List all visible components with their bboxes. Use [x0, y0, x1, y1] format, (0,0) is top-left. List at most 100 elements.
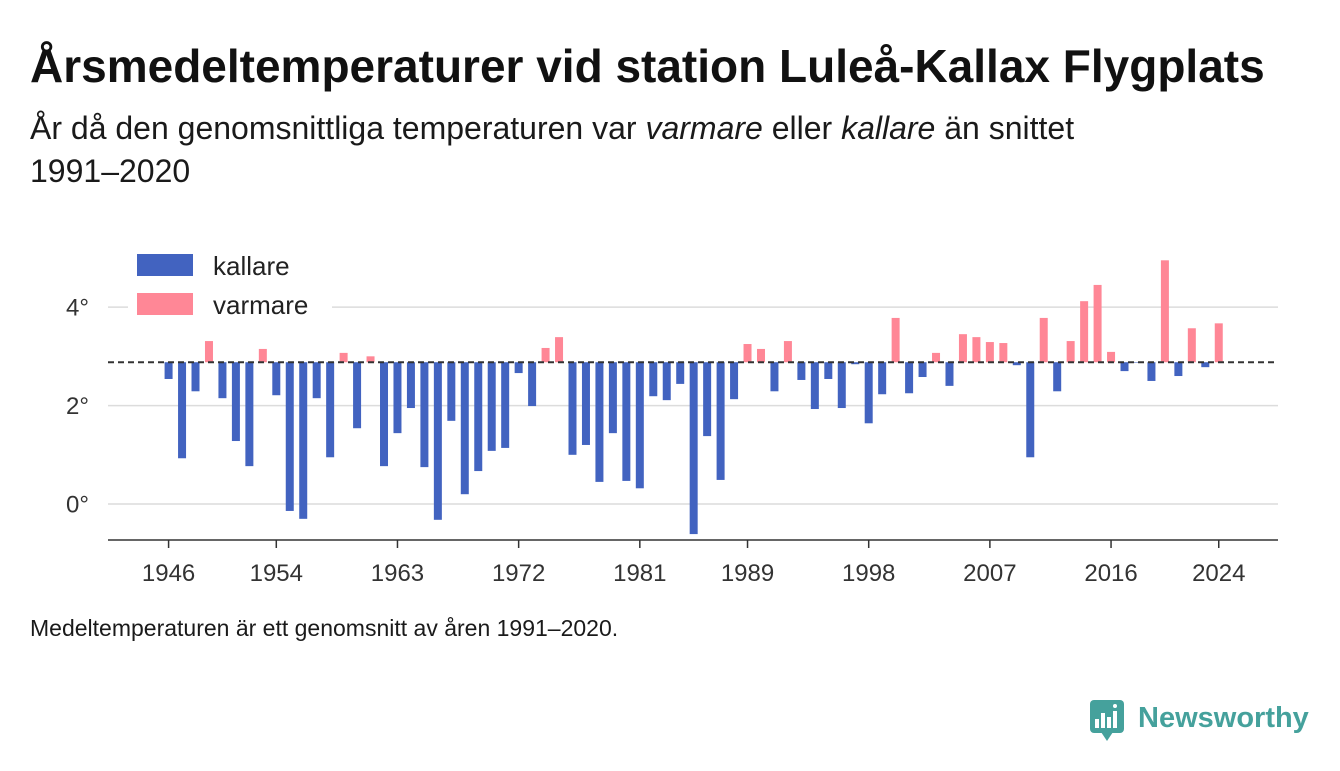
bar-1999	[878, 362, 887, 395]
bar-1956	[299, 362, 308, 519]
bar-2024	[1214, 323, 1223, 363]
bar-2015	[1093, 284, 1102, 363]
subtitle-text: eller	[762, 110, 842, 146]
newsworthy-logo: Newsworthy	[1090, 700, 1309, 741]
x-tick-label: 1989	[721, 560, 774, 587]
bar-2022	[1187, 328, 1196, 363]
bar-1988	[730, 362, 739, 400]
subtitle-text: än snittet	[935, 110, 1075, 146]
bar-1961	[366, 356, 375, 363]
bar-2005	[958, 334, 967, 363]
logo-icon-bar	[1101, 713, 1105, 728]
bar-1998	[864, 362, 873, 424]
bar-1975	[555, 337, 564, 363]
bar-1992	[783, 341, 792, 363]
bar-2006	[972, 337, 981, 363]
bar-1955	[285, 362, 294, 511]
bar-1977	[581, 362, 590, 445]
bar-1986	[703, 362, 712, 437]
bar-2014	[1080, 301, 1089, 363]
logo-icon-bar	[1113, 711, 1117, 728]
bar-1994	[810, 362, 819, 410]
legend-swatch-varmare	[137, 293, 193, 315]
bar-1965	[420, 362, 429, 468]
bar-2011	[1039, 317, 1048, 363]
bar-2001	[905, 362, 914, 394]
bar-1991	[770, 362, 779, 392]
bar-2000	[891, 317, 900, 363]
bar-1952	[245, 362, 254, 467]
x-tick-label: 1954	[250, 560, 303, 587]
bar-1987	[716, 362, 725, 480]
logo-icon-tail	[1101, 732, 1113, 741]
logo-icon-dot	[1113, 704, 1117, 708]
bar-1979	[608, 362, 617, 434]
bar-2004	[945, 362, 954, 386]
legend-label-varmare: varmare	[213, 290, 308, 320]
bar-2019	[1147, 362, 1156, 381]
legend-item-varmare: varmare	[137, 290, 308, 320]
x-tick-label: 1972	[492, 560, 545, 587]
bar-2007	[985, 342, 994, 363]
bar-1963	[393, 362, 402, 434]
legend-item-kallare: kallare	[137, 251, 290, 281]
bar-1981	[635, 362, 644, 489]
legend: kallare varmare	[128, 246, 332, 322]
bar-1969	[474, 362, 483, 472]
bar-1953	[258, 348, 267, 363]
bar-1989	[743, 344, 752, 363]
bar-1957	[312, 362, 321, 399]
bar-1973	[528, 362, 537, 407]
bar-1964	[406, 362, 415, 409]
bar-2020	[1160, 260, 1169, 363]
logo-wordmark: Newsworthy	[1138, 702, 1309, 734]
x-tick-label: 1998	[842, 560, 895, 587]
bar-2012	[1053, 362, 1062, 392]
bar-1984	[676, 362, 685, 384]
logo-icon-body	[1090, 700, 1124, 733]
bar-2023	[1201, 362, 1210, 368]
bar-1976	[568, 362, 577, 455]
bar-1974	[541, 347, 550, 363]
subtitle-warmer-word: varmare	[645, 110, 763, 146]
legend-label-kallare: kallare	[213, 251, 290, 281]
bar-2009	[1012, 362, 1021, 366]
bar-1960	[353, 362, 362, 429]
y-tick-label: 2°	[66, 393, 89, 420]
bar-1966	[433, 362, 442, 520]
bar-1982	[649, 362, 658, 397]
bar-1959	[339, 352, 348, 363]
x-tick-label: 1946	[142, 560, 195, 587]
bar-2002	[918, 362, 927, 378]
footnote: Medeltemperaturen är ett genomsnitt av å…	[30, 615, 619, 641]
bar-1996	[837, 362, 846, 409]
bar-2008	[999, 343, 1008, 363]
bar-1958	[326, 362, 335, 458]
bar-1954	[272, 362, 281, 396]
bar-1947	[178, 362, 187, 459]
chart-title: Årsmedeltemperaturer vid station Luleå-K…	[30, 40, 1265, 92]
bar-1983	[662, 362, 671, 401]
bar-chart-bubble-icon	[1090, 700, 1124, 741]
bar-1971	[501, 362, 510, 448]
x-tick-label: 2016	[1084, 560, 1137, 587]
x-tick-label: 1981	[613, 560, 666, 587]
subtitle-colder-word: kallare	[841, 110, 936, 146]
x-tick-label: 2007	[963, 560, 1016, 587]
bar-2013	[1066, 341, 1075, 363]
y-tick-label: 4°	[66, 295, 89, 322]
bar-2017	[1120, 362, 1129, 372]
bar-2018	[1133, 362, 1142, 363]
legend-swatch-kallare	[137, 254, 193, 276]
bar-1946	[164, 362, 173, 379]
bar-1949	[204, 341, 213, 363]
x-tick-label: 1963	[371, 560, 424, 587]
bar-1948	[191, 362, 200, 392]
bar-2021	[1174, 362, 1183, 377]
bars	[164, 260, 1223, 535]
bar-1950	[218, 362, 227, 399]
bar-1990	[756, 348, 765, 363]
chart-subtitle: År då den genomsnittliga temperaturen va…	[30, 107, 1320, 193]
bar-2010	[1026, 362, 1035, 458]
